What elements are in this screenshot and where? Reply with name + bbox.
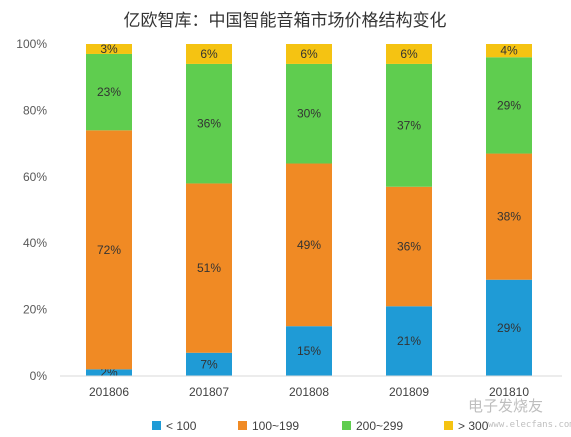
chart-title: 亿欧智库：中国智能音箱市场价格结构变化: [124, 11, 447, 31]
bars: 2%72%23%3%7%51%36%6%15%49%30%6%21%36%37%…: [86, 42, 532, 380]
y-tick-label: 80%: [23, 103, 47, 117]
data-label: 72%: [97, 243, 121, 257]
legend-label: < 100: [166, 419, 197, 433]
watermark-url: www.elecfans.com: [488, 420, 571, 430]
legend-item: > 300: [444, 419, 489, 433]
data-label: 36%: [197, 117, 221, 131]
data-label: 29%: [497, 321, 521, 335]
data-label: 51%: [197, 261, 221, 275]
x-tick-label: 201810: [489, 385, 529, 399]
bar-segment: [186, 183, 232, 353]
legend-swatch: [238, 421, 247, 430]
bar-segment: [486, 153, 532, 280]
bar-segment: [386, 63, 432, 187]
bar-segment: [286, 326, 332, 376]
x-tick-label: 201808: [289, 385, 329, 399]
data-label: 3%: [100, 42, 118, 56]
y-axis: 0% 20% 40% 60% 80% 100%: [16, 37, 47, 383]
bar-segment: [386, 186, 432, 307]
y-tick-label: 20%: [23, 303, 47, 317]
bar-segment: [186, 352, 232, 376]
legend-item: 200~299: [342, 419, 403, 433]
watermark-text: 电子发烧友: [468, 397, 543, 415]
bar-segment: [486, 57, 532, 154]
bar-stack-201809: 21% 36% 37% 6%: [386, 44, 432, 376]
y-tick-label: 60%: [23, 170, 47, 184]
legend-swatch: [444, 421, 453, 430]
bar-segment: [186, 63, 232, 184]
data-label: 29%: [497, 98, 521, 112]
legend-swatch: [152, 421, 161, 430]
y-tick-label: 0%: [30, 369, 48, 383]
data-label: 15%: [297, 344, 321, 358]
bar-segment: [286, 63, 332, 164]
bar-stack-201810: 29% 38% 29% 4%: [486, 44, 532, 376]
bar-segment: [486, 44, 532, 58]
bar-segment: [286, 163, 332, 327]
data-label: 7%: [200, 357, 218, 371]
data-label: 36%: [397, 240, 421, 254]
bar-segment: [186, 44, 232, 64]
data-label: 49%: [297, 238, 321, 252]
legend-label: 200~299: [356, 419, 403, 433]
x-tick-label: 201809: [389, 385, 429, 399]
legend-item: 100~199: [238, 419, 299, 433]
bar-stack-201808: 15% 49% 30% 6%: [286, 44, 332, 376]
data-label: 6%: [200, 47, 218, 61]
data-label: 30%: [297, 107, 321, 121]
data-label: 6%: [400, 47, 418, 61]
bar-segment: [86, 53, 132, 131]
bar-segment: [86, 130, 132, 370]
data-label: 6%: [300, 47, 318, 61]
data-label: 4%: [500, 44, 518, 58]
y-tick-label: 100%: [16, 37, 47, 51]
bar-segment: [486, 279, 532, 376]
legend: < 100 100~199 200~299 > 300: [152, 419, 489, 433]
bar-segment: [386, 44, 432, 64]
watermark: 电子发烧友 www.elecfans.com: [468, 397, 571, 430]
data-label: 38%: [497, 210, 521, 224]
bar-segment: [86, 369, 132, 376]
y-tick-label: 40%: [23, 236, 47, 250]
legend-swatch: [342, 421, 351, 430]
data-label: 37%: [397, 118, 421, 132]
data-label: 23%: [97, 85, 121, 99]
bar-segment: [86, 44, 132, 54]
bar-stack-201806: 2%72%23%3%: [86, 42, 132, 380]
bar-stack-201807: 7% 51% 36% 6%: [186, 44, 232, 376]
x-tick-label: 201807: [189, 385, 229, 399]
data-label: 21%: [397, 334, 421, 348]
x-axis: 201806 201807 201808 201809 201810: [89, 385, 529, 399]
legend-item: < 100: [152, 419, 197, 433]
bar-segment: [286, 44, 332, 64]
x-tick-label: 201806: [89, 385, 129, 399]
bar-segment: [386, 306, 432, 376]
legend-label: 100~199: [252, 419, 299, 433]
legend-label: > 300: [458, 419, 489, 433]
